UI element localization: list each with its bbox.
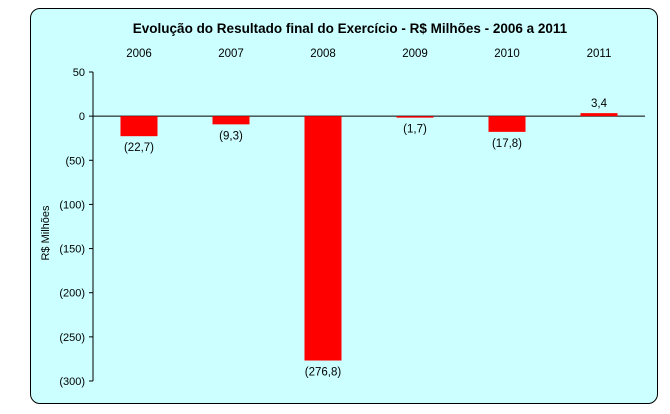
y-tick-label: (100) [59,199,85,211]
data-label: (1,7) [403,124,427,136]
y-tick-label: (50) [65,155,85,167]
category-label: 2006 [126,48,152,60]
bar-2011 [580,113,618,117]
bar-2010 [488,116,526,132]
bar-2007 [212,116,250,125]
chart-title: Evolução do Resultado final do Exercício… [133,21,568,36]
data-label: (276,8) [305,367,342,379]
bar-2008 [304,116,342,361]
y-tick-label: (150) [59,244,85,256]
bar-2006 [120,116,158,137]
y-axis-label: R$ Milhões [40,205,52,261]
category-label: 2010 [494,48,520,60]
data-label: (9,3) [219,130,243,142]
bar-2009 [396,116,434,118]
data-label: (22,7) [124,142,154,154]
category-label: 2009 [402,48,428,60]
y-tick-label: (250) [59,332,85,344]
data-label: (17,8) [492,138,522,150]
chart-svg: Evolução do Resultado final do Exercício… [40,21,645,388]
y-tick-label: (200) [59,288,85,300]
y-tick-label: 50 [73,67,85,79]
category-label: 2008 [310,48,336,60]
data-label: 3,4 [591,98,608,110]
category-label: 2007 [218,48,244,60]
y-tick-label: (300) [59,376,85,388]
chart-panel: Evolução do Resultado final do Exercício… [30,8,658,404]
plot-area: 50 0 (50) (100) (150) (200) (250) (300) 2006 (22,… [59,48,645,388]
category-label: 2011 [587,48,612,60]
y-tick-label: 0 [79,111,85,123]
